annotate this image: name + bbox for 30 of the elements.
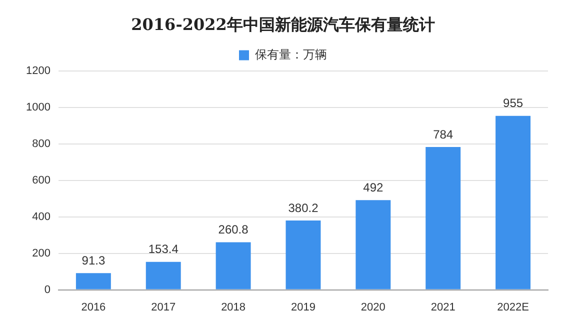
data-label: 492 [363, 180, 384, 194]
y-tick-label: 1000 [26, 102, 50, 114]
data-label: 955 [503, 96, 524, 110]
data-label: 153.4 [148, 242, 179, 256]
bar [146, 262, 181, 290]
bar [286, 220, 321, 290]
chart-title: 2016-2022年中国新能源汽车保有量统计 [131, 14, 435, 34]
x-tick-label: 2019 [290, 301, 316, 314]
data-label: 91.3 [82, 253, 106, 268]
x-tick-label: 2020 [360, 301, 386, 314]
bar [76, 273, 111, 290]
legend-label: 保有量：万辆 [255, 47, 327, 62]
y-tick-label: 0 [44, 284, 50, 296]
data-label: 784 [433, 127, 454, 142]
x-tick-label: 2018 [221, 301, 246, 314]
bar [216, 242, 251, 290]
y-tick-label: 800 [32, 138, 50, 150]
x-tick-label: 2022E [497, 301, 529, 314]
y-tick-label: 600 [32, 174, 50, 187]
y-tick-label: 1200 [26, 65, 50, 78]
bar [426, 146, 461, 290]
bar [356, 200, 391, 290]
data-label: 380.2 [288, 200, 319, 215]
x-tick-label: 2017 [151, 301, 176, 314]
data-label: 260.8 [218, 222, 249, 237]
bar [496, 116, 531, 290]
y-tick-label: 400 [32, 210, 50, 223]
y-tick-label: 200 [32, 247, 50, 260]
x-tick-label: 2016 [81, 301, 106, 314]
x-tick-label: 2021 [430, 301, 456, 314]
